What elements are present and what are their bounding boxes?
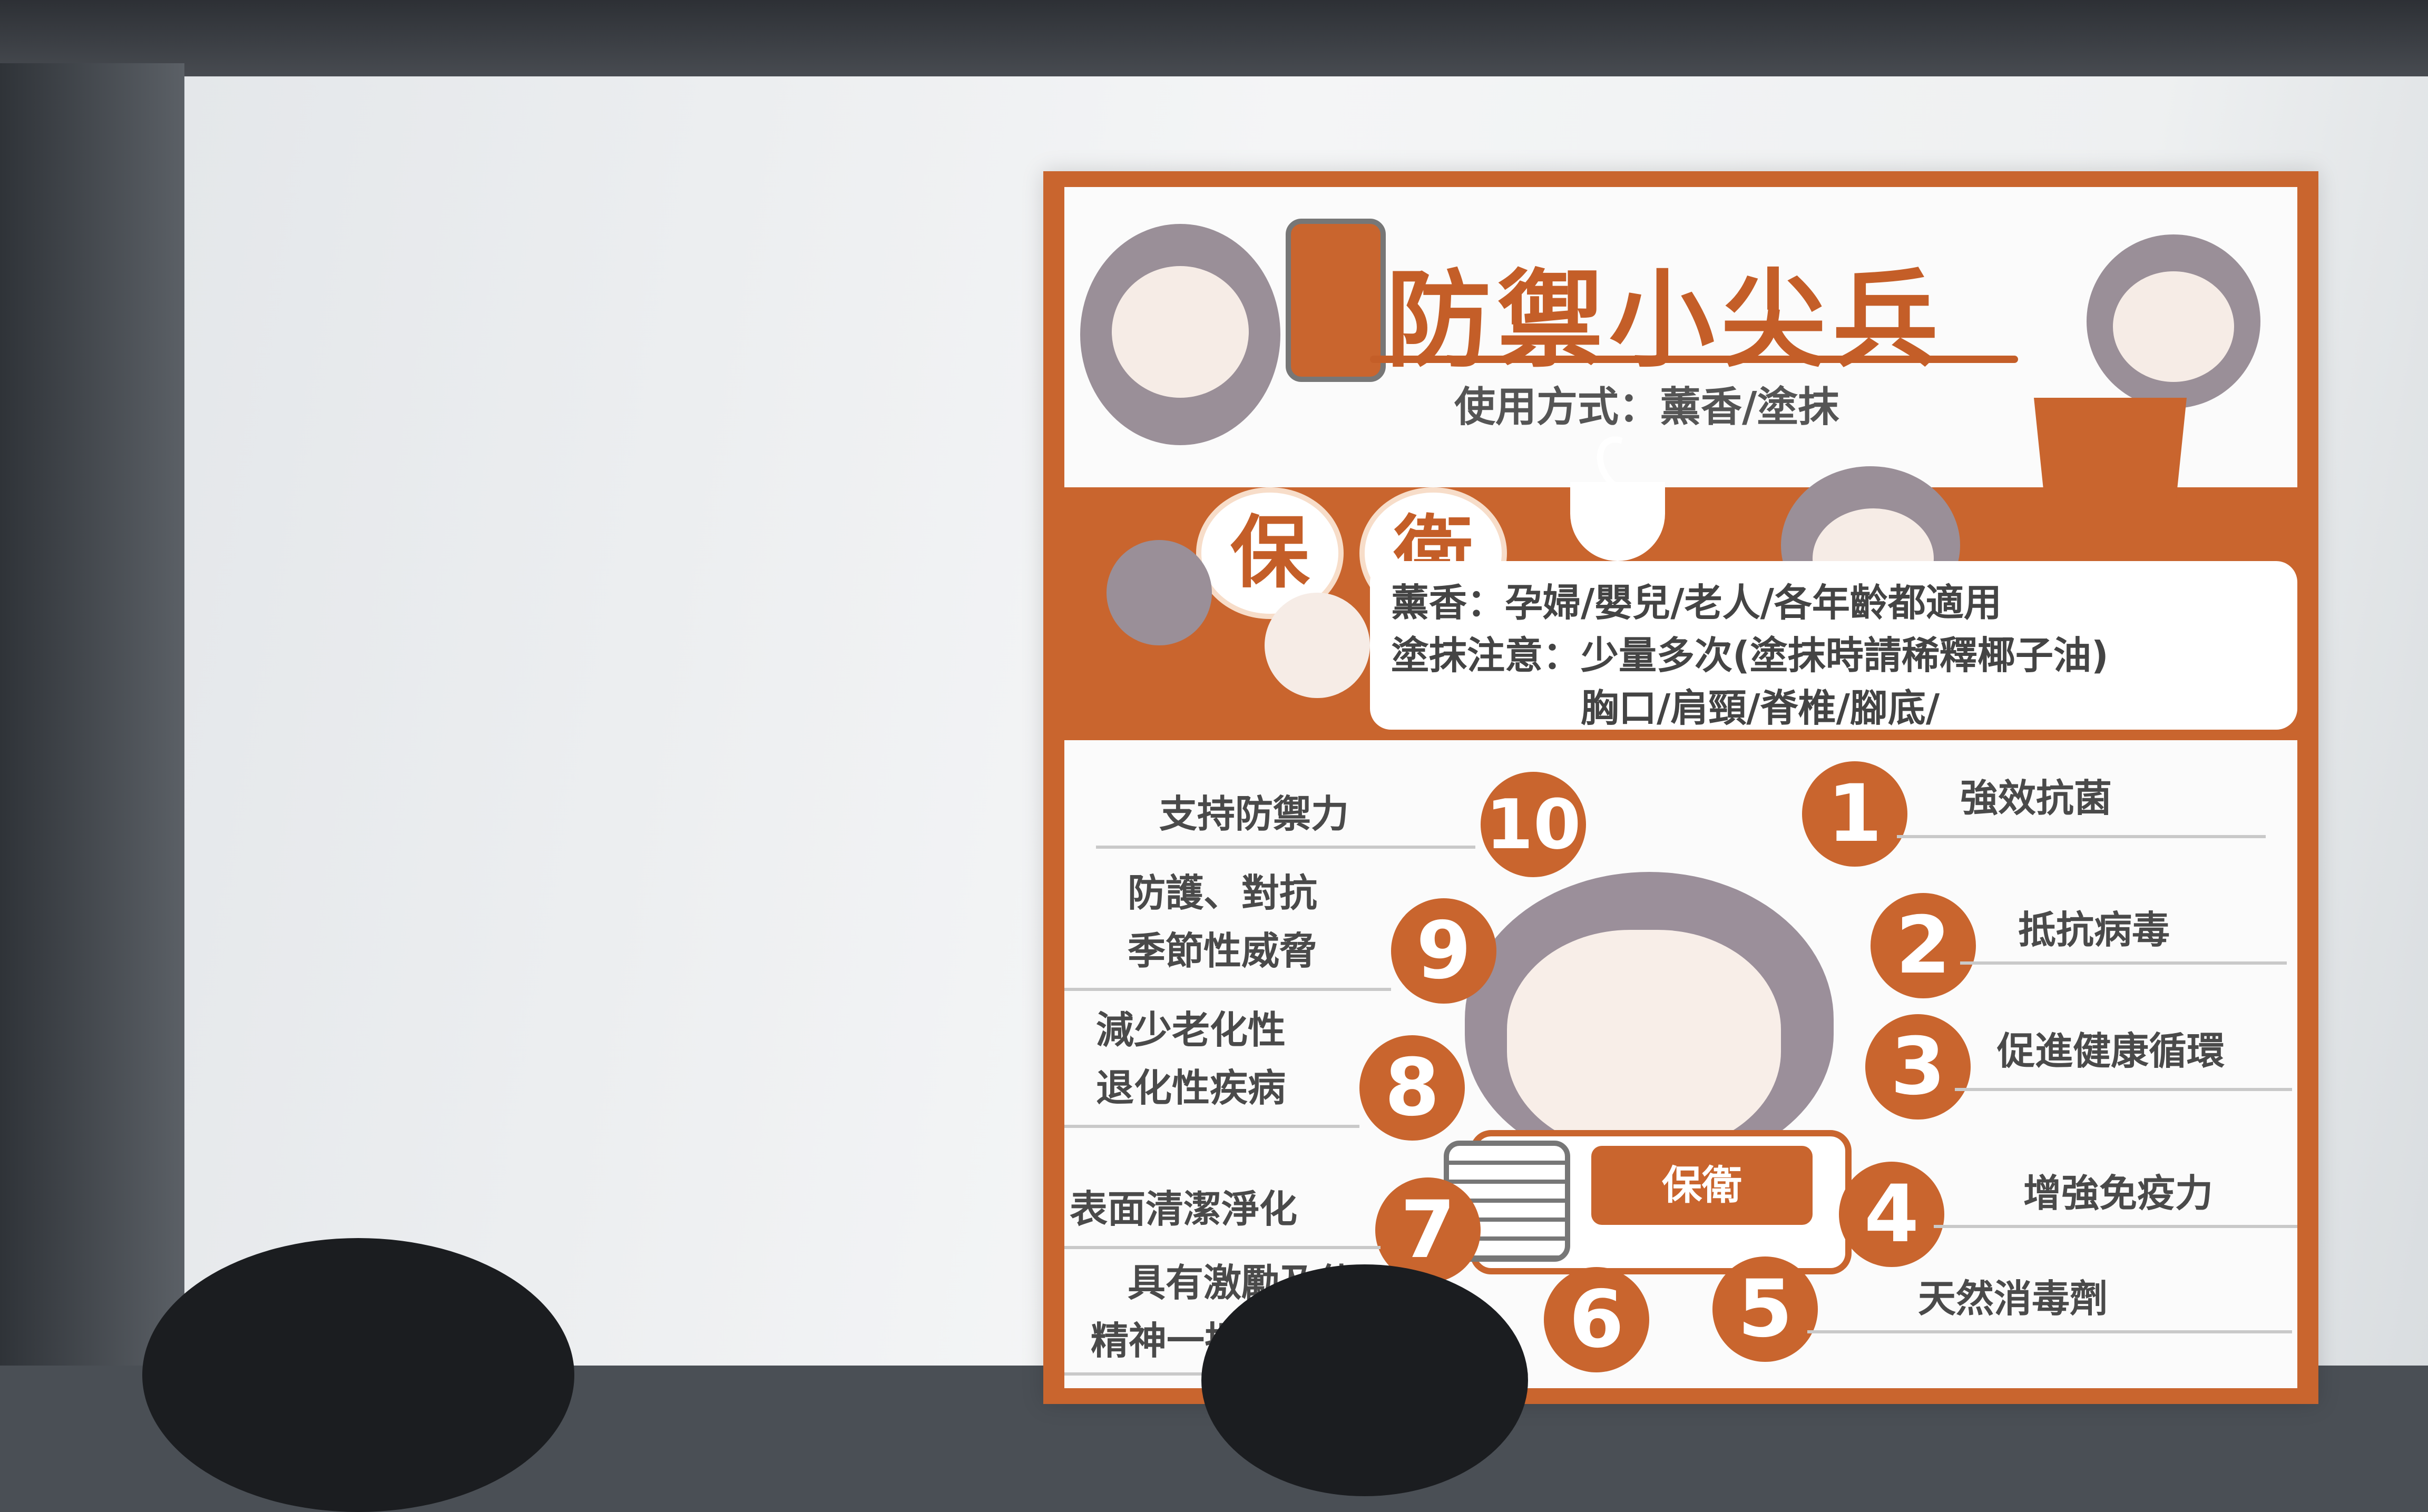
benefit-text-3: 促進健康循環 (1997, 1029, 2225, 1073)
benefit-text-8a: 減少老化性 (1096, 1008, 1286, 1052)
benefit-line-1 (1897, 835, 2266, 838)
benefit-number-9: 9 (1391, 898, 1496, 1004)
benefit-line-10 (1096, 846, 1475, 849)
benefit-line-2 (1960, 961, 2287, 965)
warrior-girl-face (2113, 271, 2234, 382)
benefit-text-5: 天然消毒劑 (1918, 1277, 2108, 1321)
benefit-line-8 (1064, 1125, 1359, 1128)
bottle-cap-icon (1444, 1141, 1570, 1262)
benefit-line-3 (1955, 1088, 2292, 1091)
benefit-text-1: 強效抗菌 (1960, 776, 2112, 820)
baby-illustration (1265, 593, 1370, 698)
audience-head-left (142, 1238, 574, 1512)
benefit-number-1: 1 (1802, 761, 1907, 867)
benefit-number-5: 5 (1712, 1256, 1818, 1362)
benefit-text-9a: 防護、對抗 (1128, 871, 1318, 915)
info-diffuse: 薰香：孕婦/嬰兒/老人/各年齡都適用 (1391, 581, 2002, 625)
benefit-number-2: 2 (1871, 893, 1976, 998)
oil-bottle-illustration (1286, 219, 1386, 382)
mother-illustration (1107, 540, 1212, 645)
benefit-number-6: 6 (1544, 1267, 1649, 1372)
benefit-text-4: 增強免疫力 (2023, 1171, 2214, 1215)
benefit-number-7: 7 (1375, 1177, 1481, 1283)
benefit-number-8: 8 (1359, 1035, 1465, 1141)
projected-slide: 防禦小尖兵 使用方式：薰香/塗抹 保 衛 薰香：孕婦/嬰兒/老人/各年齡都適用 … (1043, 171, 2318, 1404)
wall-left (0, 63, 184, 1366)
benefit-text-9b: 季節性威脅 (1128, 929, 1318, 973)
info-box: 薰香：孕婦/嬰兒/老人/各年齡都適用 塗抹注意：少量多次(塗抹時請稀釋椰子油) … (1370, 561, 2297, 730)
benefit-text-2: 抵抗病毒 (2018, 908, 2170, 952)
audience-head-right (1201, 1264, 1528, 1496)
diffuser-bowl-icon (1570, 482, 1665, 561)
info-apply-caution: 塗抹注意：少量多次(塗抹時請稀釋椰子油) (1391, 633, 2109, 678)
benefit-line-7 (1064, 1246, 1381, 1249)
usage-text: 使用方式：薰香/塗抹 (1454, 384, 1839, 431)
slide-title: 防禦小尖兵 (1386, 259, 1945, 382)
product-label: 保衛 (1591, 1146, 1813, 1225)
title-underline (1370, 356, 2018, 363)
benefit-text-8b: 退化性疾病 (1096, 1066, 1286, 1110)
info-apply-areas: 胸口/肩頸/脊椎/腳底/ (1581, 686, 1940, 730)
benefit-line-4 (1934, 1225, 2297, 1228)
benefit-text-10: 支持防禦力 (1159, 792, 1349, 836)
benefit-number-4: 4 (1839, 1162, 1944, 1267)
badge-bao: 保 (1196, 487, 1344, 619)
benefit-line-5 (1807, 1330, 2292, 1333)
girl-face (1112, 266, 1249, 398)
benefit-text-7: 表面清潔淨化 (1070, 1187, 1298, 1231)
header-panel (1064, 187, 2297, 619)
benefit-line-9 (1064, 988, 1391, 991)
center-girl-face (1507, 930, 1781, 1151)
benefit-number-3: 3 (1865, 1014, 1971, 1120)
benefit-number-10: 10 (1481, 772, 1586, 877)
projection-screen: 防禦小尖兵 使用方式：薰香/塗抹 保 衛 薰香：孕婦/嬰兒/老人/各年齡都適用 … (184, 76, 2428, 1404)
